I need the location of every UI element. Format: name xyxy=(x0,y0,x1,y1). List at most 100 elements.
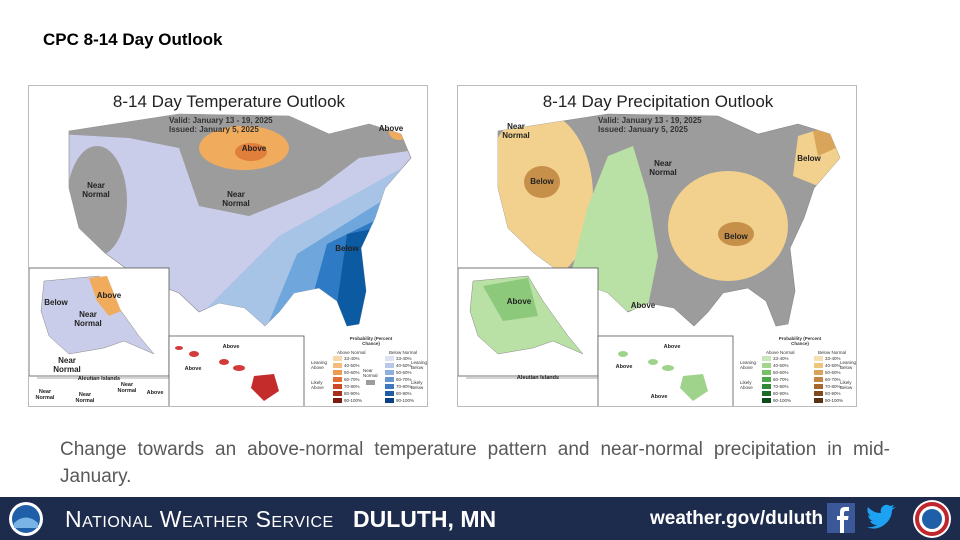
region-label: Below xyxy=(44,298,68,307)
legend-title: Probability (Percent Chance) xyxy=(349,336,393,346)
legend-swatch xyxy=(333,363,342,368)
legend-swatch xyxy=(814,356,823,361)
legend-header: Above Normal xyxy=(337,350,366,355)
legend-swatch xyxy=(385,370,394,375)
region-label: Near Normal xyxy=(649,159,677,177)
legend-side: Leaning Above xyxy=(740,360,757,370)
legend-swatch xyxy=(333,370,342,375)
region-label: Near Normal xyxy=(75,392,95,404)
legend-swatch xyxy=(814,398,823,403)
region-label: Aleutian Islands xyxy=(77,376,121,382)
legend-bin: 40-50% xyxy=(825,363,841,368)
legend-bin: 33-40% xyxy=(773,356,789,361)
legend-bin: 90-100% xyxy=(396,398,415,403)
legend-title: Probability (Percent Chance) xyxy=(778,336,822,346)
region-label: Above xyxy=(241,144,267,153)
legend-header: Above Normal xyxy=(766,350,795,355)
region-label: Below xyxy=(724,232,748,241)
legend-swatch xyxy=(814,363,823,368)
twitter-icon[interactable] xyxy=(864,503,898,533)
map-shapes xyxy=(458,113,841,406)
precipitation-map: 8-14 Day Precipitation Outlook Valid: Jan… xyxy=(457,85,857,407)
legend-side: Leaning Below xyxy=(840,360,857,370)
legend-swatch xyxy=(762,363,771,368)
legend-header: Below Normal xyxy=(818,350,847,355)
legend-swatch xyxy=(385,391,394,396)
legend-bin: 70-80% xyxy=(825,384,841,389)
issued-date: Issued: January 5, 2025 xyxy=(598,125,688,134)
region-label: Near Normal xyxy=(74,310,102,328)
region-label: Below xyxy=(797,154,821,163)
region-label: Above xyxy=(184,366,202,372)
legend-bin: 70-80% xyxy=(344,384,360,389)
legend-swatch xyxy=(385,398,394,403)
legend-side: Leaning Below xyxy=(411,360,428,370)
legend-bin: 90-100% xyxy=(773,398,792,403)
legend-bin: 70-80% xyxy=(773,384,789,389)
legend-swatch xyxy=(333,391,342,396)
region-label: Above xyxy=(506,297,532,306)
footer-url: weather.gov/duluth xyxy=(650,508,824,529)
legend-swatch xyxy=(814,370,823,375)
legend-swatch xyxy=(762,377,771,382)
legend-side: Likely Above xyxy=(311,380,324,390)
legend-bin: 80-90% xyxy=(344,391,360,396)
legend-swatch xyxy=(762,370,771,375)
legend-header: Below Normal xyxy=(389,350,418,355)
caption: Change towards an above-normal temperatu… xyxy=(60,439,890,487)
legend-swatch xyxy=(762,398,771,403)
map-shapes xyxy=(29,113,412,406)
legend-swatch xyxy=(333,356,342,361)
legend-bin: 50-60% xyxy=(773,370,789,375)
region-label: Near Normal xyxy=(502,122,530,140)
legend-bin: 50-60% xyxy=(344,370,360,375)
legend-bin: 60-70% xyxy=(396,377,412,382)
valid-dates: Valid: January 13 - 19, 2025 xyxy=(598,116,702,125)
region-label: Above xyxy=(663,344,681,350)
legend-swatch xyxy=(333,384,342,389)
noaa-logo xyxy=(9,502,43,536)
legend-bin: 40-50% xyxy=(396,363,412,368)
legend-bin: 33-40% xyxy=(344,356,360,361)
footer-org: National Weather Service xyxy=(65,506,334,532)
map-title: 8-14 Day Temperature Outlook xyxy=(112,92,346,111)
region-label: Above xyxy=(96,291,122,300)
region-label: Near Normal xyxy=(222,190,250,208)
legend-bin: 80-90% xyxy=(396,391,412,396)
temperature-map: 8-14 Day Temperature Outlook Valid: Janua… xyxy=(28,85,428,407)
nws-logo xyxy=(913,500,951,538)
legend-swatch xyxy=(814,377,823,382)
legend-swatch xyxy=(385,384,394,389)
region-label: Near Normal xyxy=(117,382,137,394)
region-label: Near Normal xyxy=(53,356,81,374)
legend-bin: 50-60% xyxy=(396,370,412,375)
legend-swatch xyxy=(333,377,342,382)
legend-bin: 40-50% xyxy=(773,363,789,368)
legend-bin: 80-90% xyxy=(825,391,841,396)
region-label: Above xyxy=(378,124,404,133)
legend-swatch xyxy=(814,391,823,396)
legend-middle: Near Normal xyxy=(363,368,378,378)
legend-swatch xyxy=(762,391,771,396)
legend-bin: 60-70% xyxy=(773,377,789,382)
legend-bin: 33-40% xyxy=(396,356,412,361)
facebook-icon[interactable] xyxy=(827,503,855,533)
region-label: Near Normal xyxy=(35,389,55,401)
legend-side: Likely Above xyxy=(740,380,753,390)
legend-swatch xyxy=(762,356,771,361)
valid-dates: Valid: January 13 - 19, 2025 xyxy=(169,116,273,125)
legend-swatch xyxy=(366,380,375,385)
legend-swatch xyxy=(762,384,771,389)
legend-swatch xyxy=(814,384,823,389)
region-label: Below xyxy=(530,177,554,186)
legend-bin: 33-40% xyxy=(825,356,841,361)
issued-date: Issued: January 5, 2025 xyxy=(169,125,259,134)
legend-bin: 70-80% xyxy=(396,384,412,389)
region-label: Near Normal xyxy=(82,181,110,199)
region-label: Above xyxy=(650,394,668,400)
region-label: Above xyxy=(615,364,633,370)
legend-bin: 90-100% xyxy=(825,398,844,403)
footer-bar xyxy=(0,497,960,540)
legend-swatch xyxy=(385,356,394,361)
legend-bin: 60-70% xyxy=(825,377,841,382)
